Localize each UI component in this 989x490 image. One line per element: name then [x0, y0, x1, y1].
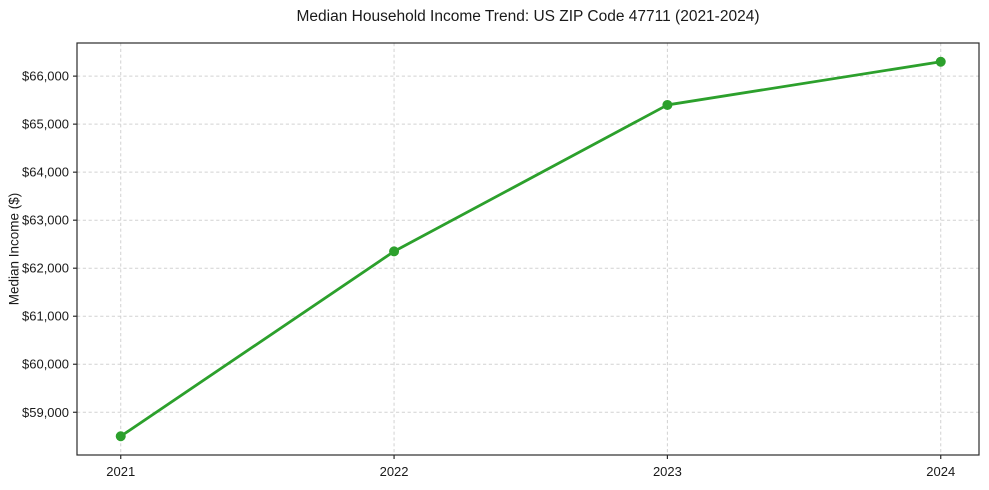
plot-border: [76, 42, 980, 456]
y-tick-label: $64,000: [22, 165, 69, 180]
y-axis-label: Median Income ($): [6, 192, 22, 306]
x-tick-label: 2024: [926, 464, 955, 479]
y-tick-label: $59,000: [22, 405, 69, 420]
data-point: [115, 431, 126, 442]
y-tick-label: $60,000: [22, 357, 69, 372]
data-point: [935, 56, 946, 67]
data-point: [389, 246, 400, 257]
x-tick-label: 2023: [653, 464, 682, 479]
x-tick-label: 2021: [106, 464, 135, 479]
y-tick-label: $65,000: [22, 117, 69, 132]
data-point: [662, 99, 673, 110]
series-line: [119, 60, 943, 438]
chart-title: Median Household Income Trend: US ZIP Co…: [296, 8, 760, 25]
y-tick-label: $62,000: [22, 261, 69, 276]
y-tick-label: $66,000: [22, 69, 69, 84]
y-tick-label: $61,000: [22, 309, 69, 324]
x-tick-label: 2022: [380, 464, 409, 479]
y-tick-label: $63,000: [22, 213, 69, 228]
